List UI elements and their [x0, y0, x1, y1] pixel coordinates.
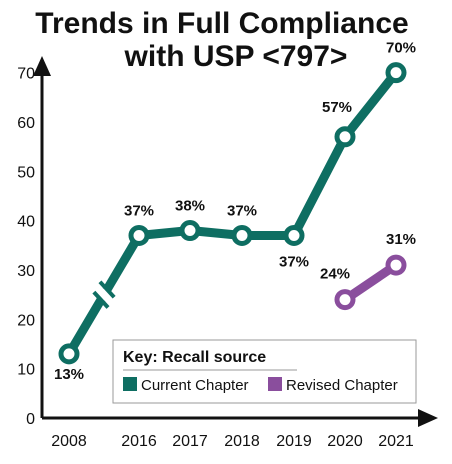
x-tick-label: 2016 [121, 433, 157, 450]
y-tick-label: 70 [17, 66, 35, 83]
axis-break-slash [92, 290, 110, 309]
axis-break-gap [95, 286, 113, 303]
axes [33, 56, 438, 427]
data-point-current-chapter [385, 62, 407, 84]
x-tick-label: 2008 [51, 433, 87, 450]
data-point-current-chapter [179, 220, 201, 242]
x-tick-label: 2020 [327, 433, 363, 450]
y-tick-label: 0 [26, 411, 35, 428]
legend-swatch-current-chapter [123, 377, 137, 391]
y-tick-label: 20 [17, 312, 35, 329]
data-point-current-chapter [334, 126, 356, 148]
legend-swatch-revised-chapter [268, 377, 282, 391]
data-point-current-chapter [128, 224, 150, 246]
data-label-current-chapter: 37% [124, 202, 154, 219]
y-tick-label: 30 [17, 263, 35, 280]
y-tick-label: 40 [17, 214, 35, 231]
chart-title-line-1: Trends in Full Compliance [35, 7, 408, 40]
data-label-current-chapter: 37% [279, 253, 309, 270]
y-axis-ticks: 0 10 20 30 40 50 60 70 [17, 66, 35, 428]
data-point-revised-chapter [385, 254, 407, 276]
data-label-revised-chapter: 24% [320, 266, 350, 283]
data-point-current-chapter [58, 343, 80, 365]
data-label-current-chapter: 38% [175, 198, 205, 215]
legend-label-current-chapter: Current Chapter [141, 377, 249, 394]
axis-break-slash [98, 280, 116, 299]
chart-title: Trends in Full Compliance with USP <797> [35, 7, 408, 73]
legend: Key: Recall source Current Chapter Revis… [112, 339, 417, 404]
legend-box [112, 339, 417, 404]
x-tick-label: 2021 [378, 433, 414, 450]
x-axis-ticks: 2008 2016 2017 2018 2019 2020 2021 [51, 433, 414, 450]
data-label-current-chapter: 57% [322, 99, 352, 116]
data-point-current-chapter [283, 224, 305, 246]
chart-title-line-2: with USP <797> [124, 40, 348, 73]
x-tick-label: 2018 [224, 433, 260, 450]
series-layer [58, 62, 407, 365]
x-tick-label: 2019 [276, 433, 312, 450]
y-tick-label: 50 [17, 164, 35, 181]
y-tick-label: 60 [17, 115, 35, 132]
data-point-revised-chapter [334, 289, 356, 311]
data-point-current-chapter [231, 224, 253, 246]
data-label-revised-chapter: 31% [386, 231, 416, 248]
x-axis-arrowhead [418, 409, 438, 427]
data-label-current-chapter: 13% [54, 366, 84, 383]
x-tick-label: 2017 [172, 433, 208, 450]
y-axis-arrowhead [33, 56, 51, 76]
y-tick-label: 10 [17, 362, 35, 379]
data-labels: 13% 37% 38% 37% 37% 57% 70% 24% 31% [54, 40, 416, 383]
legend-label-revised-chapter: Revised Chapter [286, 377, 398, 394]
data-label-current-chapter: 70% [386, 40, 416, 57]
data-label-current-chapter: 37% [227, 202, 257, 219]
legend-title: Key: Recall source [123, 349, 266, 366]
